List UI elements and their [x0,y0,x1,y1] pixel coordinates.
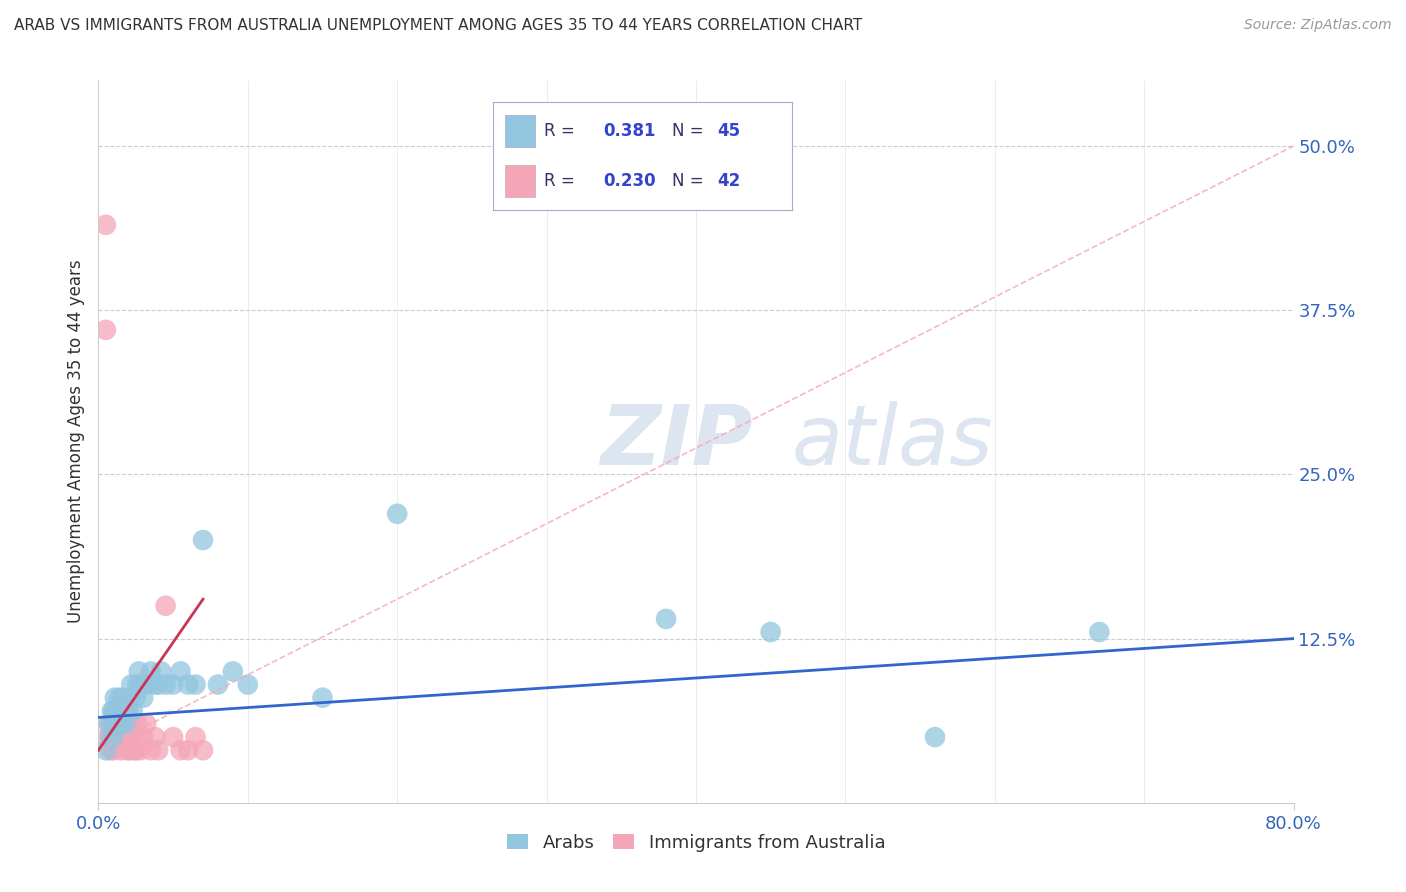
Immigrants from Australia [184,730,207,744]
Immigrants from Australia [107,717,129,731]
Arabs [129,677,152,691]
Immigrants from Australia [94,323,117,337]
Immigrants from Australia [143,730,166,744]
Immigrants from Australia [121,717,143,731]
Arabs [169,665,191,679]
Immigrants from Australia [120,730,142,744]
Text: ARAB VS IMMIGRANTS FROM AUSTRALIA UNEMPLOYMENT AMONG AGES 35 TO 44 YEARS CORRELA: ARAB VS IMMIGRANTS FROM AUSTRALIA UNEMPL… [14,18,862,33]
Immigrants from Australia [177,743,200,757]
Immigrants from Australia [97,717,120,731]
Arabs [101,704,124,718]
Arabs [155,677,177,691]
Immigrants from Australia [98,730,122,744]
Arabs [105,717,128,731]
Arabs [132,690,155,705]
Arabs [177,677,200,691]
Immigrants from Australia [129,743,152,757]
Immigrants from Australia [117,717,139,731]
Arabs [98,730,122,744]
Immigrants from Australia [148,743,170,757]
Arabs [148,677,170,691]
Arabs [311,690,333,705]
Arabs [107,704,129,718]
Text: Source: ZipAtlas.com: Source: ZipAtlas.com [1244,18,1392,32]
Arabs [222,665,245,679]
Arabs [184,677,207,691]
Immigrants from Australia [125,730,148,744]
Immigrants from Australia [105,730,128,744]
Immigrants from Australia [110,717,132,731]
Immigrants from Australia [115,743,138,757]
Immigrants from Australia [114,704,136,718]
Arabs [118,690,141,705]
Arabs [207,677,229,691]
Arabs [117,704,139,718]
Immigrants from Australia [127,717,149,731]
Immigrants from Australia [98,743,122,757]
Arabs [128,665,150,679]
Arabs [759,625,782,640]
Arabs [103,730,125,744]
Arabs [110,717,132,731]
Immigrants from Australia [112,717,135,731]
Arabs [121,704,143,718]
Immigrants from Australia [124,743,146,757]
Arabs [924,730,946,744]
Arabs [385,507,409,521]
Immigrants from Australia [117,730,139,744]
Immigrants from Australia [103,717,125,731]
Arabs [162,677,184,691]
Arabs [236,677,259,691]
Arabs [655,612,678,626]
Arabs [103,717,125,731]
Text: atlas: atlas [792,401,993,482]
Legend: Arabs, Immigrants from Australia: Arabs, Immigrants from Australia [499,826,893,859]
Arabs [120,677,142,691]
Immigrants from Australia [169,743,191,757]
Arabs [191,533,214,547]
Immigrants from Australia [103,730,125,744]
Immigrants from Australia [101,717,124,731]
Immigrants from Australia [135,717,157,731]
Arabs [97,717,120,731]
Immigrants from Australia [125,743,148,757]
Text: ZIP: ZIP [600,401,754,482]
Immigrants from Australia [111,730,134,744]
Immigrants from Australia [132,730,155,744]
Arabs [139,665,162,679]
Arabs [104,690,127,705]
Immigrants from Australia [96,730,118,744]
Arabs [1088,625,1111,640]
Immigrants from Australia [107,704,129,718]
Immigrants from Australia [162,730,184,744]
Immigrants from Australia [139,743,162,757]
Arabs [127,677,149,691]
Arabs [108,690,131,705]
Immigrants from Australia [108,730,131,744]
Immigrants from Australia [118,743,141,757]
Arabs [143,677,166,691]
Immigrants from Australia [103,743,125,757]
Immigrants from Australia [94,218,117,232]
Arabs [115,704,138,718]
Arabs [150,665,173,679]
Immigrants from Australia [155,599,177,613]
Arabs [135,677,157,691]
Arabs [94,743,117,757]
Arabs [114,717,136,731]
Immigrants from Australia [191,743,214,757]
Arabs [111,690,134,705]
Arabs [110,704,132,718]
Immigrants from Australia [104,704,127,718]
Arabs [125,690,148,705]
Immigrants from Australia [110,743,132,757]
Y-axis label: Unemployment Among Ages 35 to 44 years: Unemployment Among Ages 35 to 44 years [66,260,84,624]
Arabs [103,704,125,718]
